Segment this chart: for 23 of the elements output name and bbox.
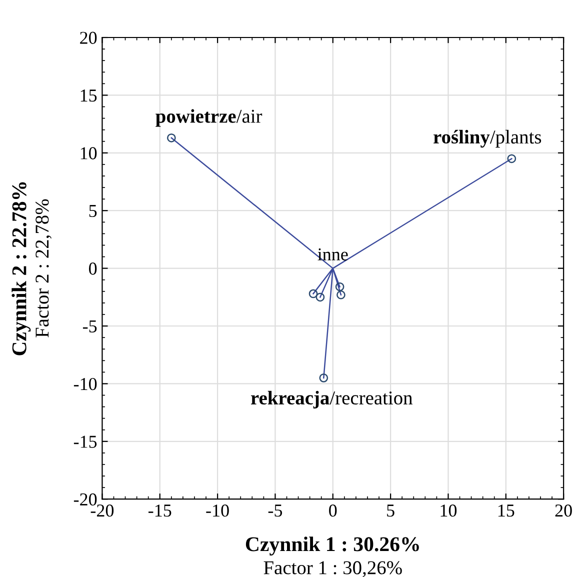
y-axis-title: Czynnik 2 : 22.78% Factor 2 : 22,78% [12, 182, 52, 356]
y-tick-label: 5 [89, 205, 97, 218]
x-tick-label: 15 [498, 504, 514, 517]
y-tick-label: -5 [82, 320, 97, 332]
y-tick-label: 15 [80, 90, 97, 102]
y-tick-label: 20 [80, 32, 97, 44]
y-tick-label: -15 [74, 436, 97, 448]
y-tick-label: 10 [80, 147, 97, 160]
x-tick-label: 0 [329, 504, 337, 517]
x-tick-label: -5 [268, 504, 282, 517]
annotation: powietrze/air [156, 109, 262, 127]
annotation: rośliny/plants [434, 130, 542, 148]
y-tick-label: -10 [74, 378, 97, 390]
x-tick-label: -10 [206, 504, 229, 517]
x-tick-label: 10 [440, 504, 457, 517]
x-tick-label: 20 [555, 504, 572, 517]
annotation: inne [318, 248, 348, 260]
x-axis-title: Czynnik 1 : 30.26% Factor 1 : 30,26% [246, 536, 419, 577]
y-tick-label: 0 [89, 262, 97, 275]
x-tick-label: -15 [148, 504, 172, 517]
x-tick-label: 5 [387, 504, 394, 517]
y-tick-label: -20 [74, 493, 97, 506]
annotation: rekreacja/recreation [250, 390, 413, 408]
